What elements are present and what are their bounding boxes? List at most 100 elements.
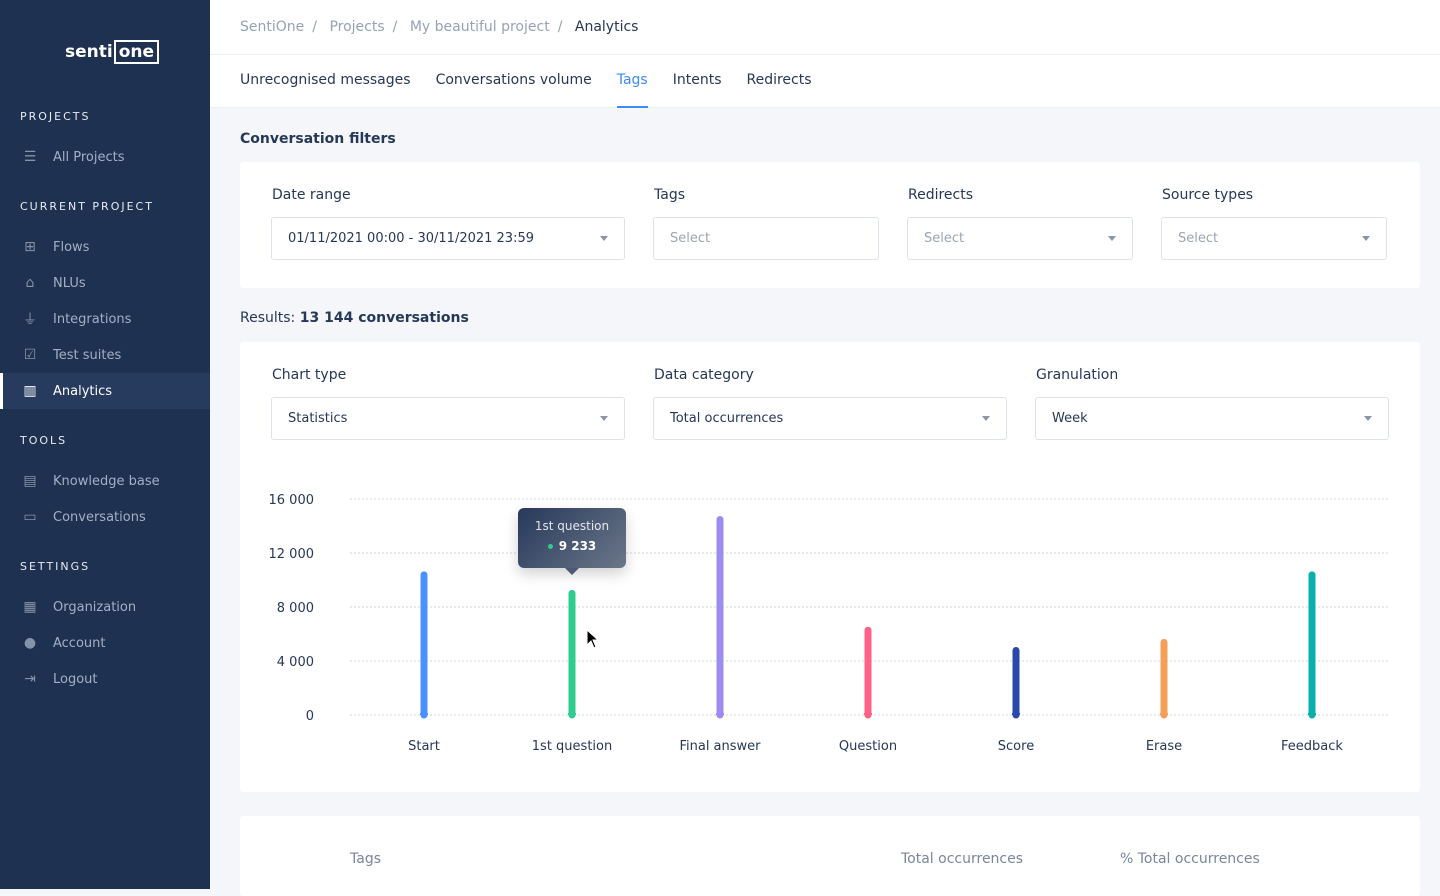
y-tick-label: 12 000 [269,547,315,562]
tags-label: Tags [654,187,685,203]
logout-icon: ⇥ [24,671,36,687]
granulation-select[interactable]: Week [1035,397,1389,440]
x-tick-label: 1st question [532,739,612,754]
bar-chart-icon: ▥ [23,383,37,399]
section-settings: SETTINGS [20,560,91,573]
sidebar-item-label: Conversations [53,509,146,525]
tab-redirects[interactable]: Redirects [746,72,812,88]
plug-icon: ⏚ [23,312,37,328]
filters-title: Conversation filters [240,131,396,147]
column-header-tags[interactable]: Tags [350,851,381,867]
sidebar-item-all-projects[interactable]: ☰ All Projects [0,139,210,175]
bar-base [1308,713,1316,715]
breadcrumb-project[interactable]: My beautiful project [409,19,550,35]
sidebar-item-knowledge-base[interactable]: ▤ Knowledge base [0,463,210,499]
sidebar: senti one PROJECTS CURRENT PROJECT TOOLS … [0,0,210,889]
section-current-project: CURRENT PROJECT [20,200,154,213]
x-tick-label: Final answer [679,739,761,754]
sidebar-item-label: Test suites [53,347,122,363]
source-types-select[interactable]: Select [1161,217,1387,260]
sidebar-item-label: Organization [53,599,137,615]
sidebar-item-test-suites[interactable]: ☑ Test suites [0,337,210,373]
sidebar-item-logout[interactable]: ⇥ Logout [0,661,210,697]
redirects-select[interactable]: Select [907,217,1133,260]
redirects-label: Redirects [908,187,974,203]
bar-base [1160,713,1168,715]
list-icon: ☰ [23,149,37,165]
source-types-label: Source types [1162,187,1254,203]
tab-tags[interactable]: Tags [616,72,648,108]
tab-conversations-volume[interactable]: Conversations volume [435,72,592,88]
source-types-placeholder: Select [1178,231,1219,246]
tags-select[interactable]: Select [653,217,879,260]
chart-type-select[interactable]: Statistics [271,397,625,440]
tags-chart: 0 4 000 8 000 12 000 16 000 Start 1st question… [269,493,1388,754]
column-header-percent[interactable]: % Total occurrences [1120,851,1260,867]
chart-type-value: Statistics [288,411,348,426]
tags-table [240,816,1420,896]
section-projects: PROJECTS [20,110,91,123]
y-tick-label: 4 000 [277,655,314,670]
bar-base [1012,713,1020,715]
sidebar-item-label: Flows [53,239,90,255]
sidebar-item-label: NLUs [53,275,86,291]
x-tick-label: Question [839,739,897,754]
flows-icon: ⊞ [24,239,36,255]
topbar: SentiOne / Projects / My beautiful project… [210,0,1440,108]
sidebar-item-label: Analytics [53,383,113,399]
sidebar-item-organization[interactable]: ▦ Organization [0,589,210,625]
chevron-down-icon [600,416,608,421]
tooltip-title: 1st question [534,519,610,533]
chart-type-label: Chart type [272,367,347,383]
chevron-down-icon [1362,236,1370,241]
granulation-value: Week [1052,411,1088,426]
data-category-select[interactable]: Total occurrences [653,397,1007,440]
checklist-icon: ☑ [23,347,37,363]
building-icon: ▦ [23,599,37,615]
breadcrumb: SentiOne / Projects / My beautiful project… [240,19,639,35]
x-tick-label: Erase [1146,739,1182,754]
graduation-cap-icon: ⌂ [25,275,35,291]
x-tick-label: Start [408,739,440,754]
x-tick-label: Score [998,739,1034,754]
tabs: Unrecognised messages Conversations volu… [240,72,812,108]
message-icon: ▭ [23,509,37,525]
sidebar-item-label: All Projects [53,149,125,165]
redirects-placeholder: Select [924,231,965,246]
sidebar-item-nlus[interactable]: ⌂ NLUs [0,265,210,301]
date-range-select[interactable]: 01/11/2021 00:00 - 30/11/2021 23:59 [271,217,625,260]
results-summary: Results: 13 144 conversations [240,310,469,326]
x-tick-label: Feedback [1281,739,1343,754]
y-tick-label: 0 [306,709,314,724]
column-header-total[interactable]: Total occurrences [901,851,1024,867]
chevron-down-icon [1364,416,1372,421]
granulation-label: Granulation [1036,367,1119,383]
sidebar-item-label: Integrations [53,311,132,327]
sidebar-item-label: Account [53,635,106,651]
series-dot-icon [547,544,553,549]
tab-unrecognised-messages[interactable]: Unrecognised messages [240,72,411,88]
sidebar-item-analytics[interactable]: ▥ Analytics [0,373,210,409]
user-icon: ● [23,635,37,651]
data-category-label: Data category [654,367,754,383]
sidebar-item-conversations[interactable]: ▭ Conversations [0,499,210,535]
bar-base [716,713,724,715]
date-range-value: 01/11/2021 00:00 - 30/11/2021 23:59 [288,231,535,246]
sidebar-item-account[interactable]: ● Account [0,625,210,661]
sidebar-item-label: Knowledge base [53,473,160,489]
filters-card: Date range 01/11/2021 00:00 - 30/11/2021… [240,162,1420,288]
tags-placeholder: Select [670,231,711,246]
sidebar-item-flows[interactable]: ⊞ Flows [0,229,210,265]
y-tick-label: 8 000 [277,601,314,616]
bar-base [568,713,576,715]
chart-tooltip: 1st question 9 233 [518,508,626,575]
tab-intents[interactable]: Intents [672,72,722,88]
sidebar-item-integrations[interactable]: ⏚ Integrations [0,301,210,337]
sentione-logo[interactable]: senti one [65,40,160,64]
book-icon: ▤ [23,473,37,489]
breadcrumb-sentione[interactable]: SentiOne [240,19,305,35]
bar-base [420,713,428,715]
chevron-down-icon [600,236,608,241]
sidebar-item-label: Logout [53,671,98,687]
breadcrumb-projects[interactable]: Projects [329,19,385,35]
